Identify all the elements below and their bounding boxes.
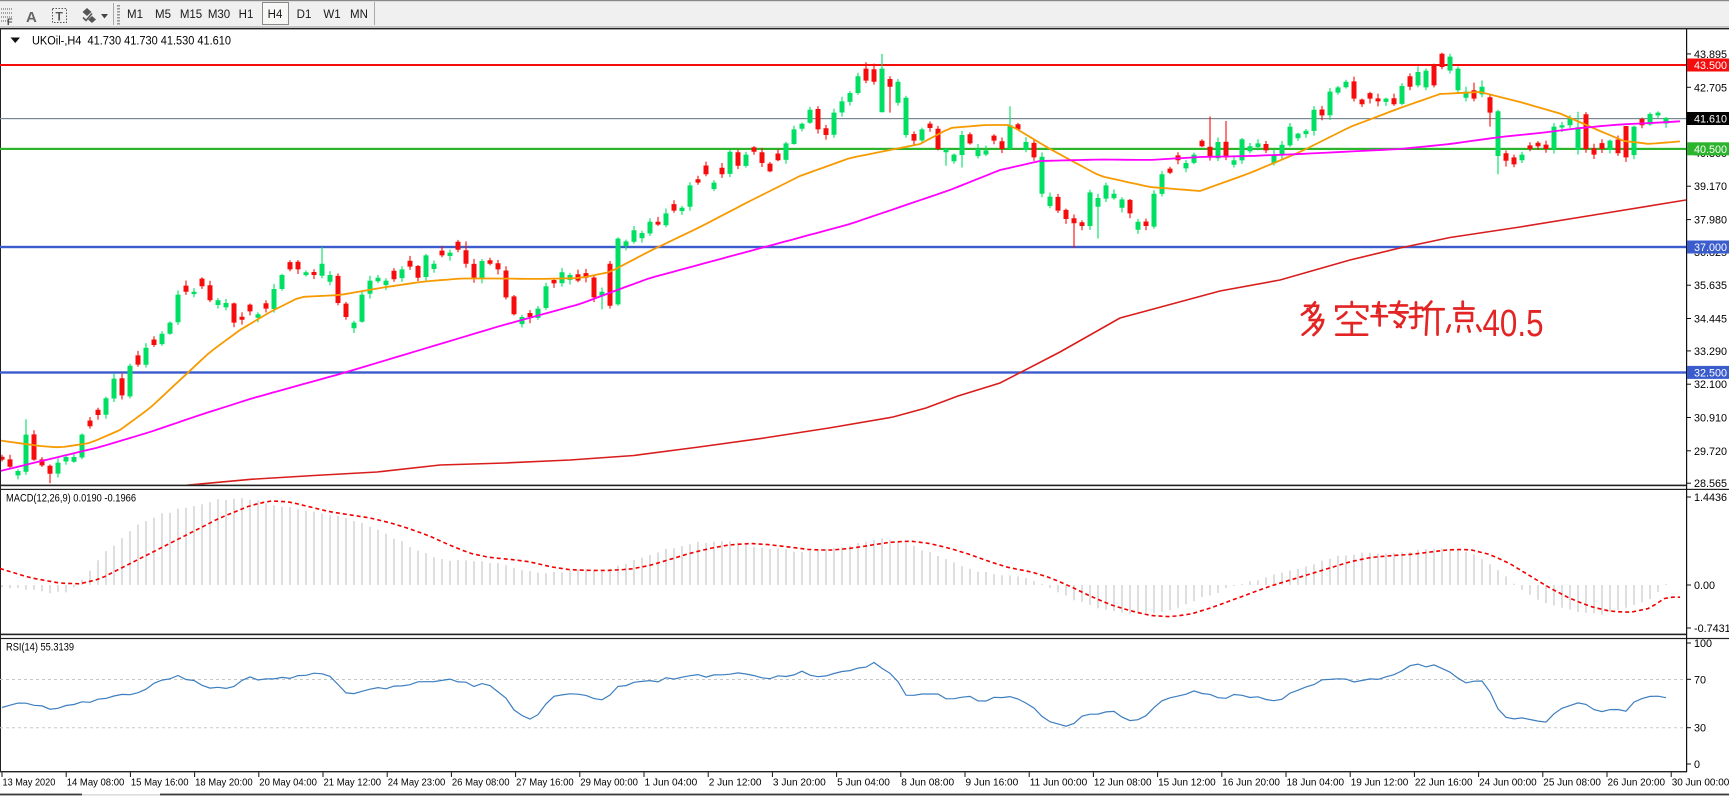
svg-text:24 May 23:00: 24 May 23:00: [388, 777, 446, 789]
svg-text:30: 30: [1694, 723, 1706, 735]
svg-text:M5: M5: [155, 9, 171, 21]
svg-text:16 Jun 20:00: 16 Jun 20:00: [1222, 777, 1280, 789]
svg-text:70: 70: [1694, 674, 1706, 686]
svg-text:H4: H4: [268, 9, 283, 21]
svg-text:0.00: 0.00: [1694, 580, 1715, 592]
svg-text:28.565: 28.565: [1694, 478, 1727, 490]
svg-text:33.290: 33.290: [1694, 346, 1727, 358]
svg-text:20 May 04:00: 20 May 04:00: [259, 777, 317, 789]
svg-text:9 Jun 16:00: 9 Jun 16:00: [966, 777, 1019, 789]
svg-text:12 Jun 08:00: 12 Jun 08:00: [1094, 777, 1152, 789]
svg-text:26 Jun 20:00: 26 Jun 20:00: [1608, 777, 1666, 789]
svg-text:100: 100: [1694, 638, 1712, 650]
svg-text:29.720: 29.720: [1694, 446, 1727, 458]
svg-text:39.170: 39.170: [1694, 181, 1727, 193]
svg-text:19 Jun 12:00: 19 Jun 12:00: [1351, 777, 1409, 789]
svg-text:26 May 08:00: 26 May 08:00: [452, 777, 510, 789]
svg-text:M1: M1: [127, 9, 143, 21]
svg-text:H1: H1: [239, 9, 254, 21]
svg-text:29 May 00:00: 29 May 00:00: [580, 777, 638, 789]
svg-text:UKOil-,H4 41.730 41.730 41.53: UKOil-,H4 41.730 41.730 41.530 41.610: [32, 36, 231, 48]
svg-text:40.500: 40.500: [1694, 144, 1727, 156]
svg-text:37.000: 37.000: [1694, 242, 1727, 254]
svg-text:22 Jun 16:00: 22 Jun 16:00: [1415, 777, 1473, 789]
svg-text:18 May 20:00: 18 May 20:00: [195, 777, 253, 789]
svg-text:32.100: 32.100: [1694, 379, 1727, 391]
svg-text:27 May 16:00: 27 May 16:00: [516, 777, 574, 789]
svg-text:15 May 16:00: 15 May 16:00: [131, 777, 189, 789]
svg-text:30 Jun 00:00: 30 Jun 00:00: [1672, 777, 1729, 789]
svg-text:24 Jun 00:00: 24 Jun 00:00: [1479, 777, 1537, 789]
svg-text:F: F: [7, 17, 13, 27]
svg-text:T: T: [56, 10, 64, 24]
svg-text:5 Jun 04:00: 5 Jun 04:00: [837, 777, 890, 789]
svg-text:RSI(14) 55.3139: RSI(14) 55.3139: [6, 642, 74, 654]
svg-text:14 May 08:00: 14 May 08:00: [67, 777, 125, 789]
svg-text:25 Jun 08:00: 25 Jun 08:00: [1543, 777, 1601, 789]
svg-text:41.610: 41.610: [1694, 114, 1727, 126]
svg-text:D1: D1: [297, 9, 312, 21]
svg-text:43.895: 43.895: [1694, 49, 1727, 61]
svg-text:37.980: 37.980: [1694, 215, 1727, 227]
svg-text:3 Jun 20:00: 3 Jun 20:00: [773, 777, 826, 789]
svg-text:21 May 12:00: 21 May 12:00: [324, 777, 382, 789]
svg-text:13 May 2020: 13 May 2020: [3, 777, 56, 789]
svg-text:1.4436: 1.4436: [1694, 492, 1727, 504]
svg-text:15 Jun 12:00: 15 Jun 12:00: [1158, 777, 1216, 789]
svg-text:32.500: 32.500: [1694, 367, 1727, 379]
svg-text:1 Jun 04:00: 1 Jun 04:00: [645, 777, 698, 789]
svg-text:11 Jun 00:00: 11 Jun 00:00: [1030, 777, 1088, 789]
svg-text:35.635: 35.635: [1694, 280, 1727, 292]
svg-text:MN: MN: [350, 9, 368, 21]
svg-text:34.445: 34.445: [1694, 314, 1727, 326]
svg-text:A: A: [26, 9, 37, 26]
svg-text:M15: M15: [180, 9, 202, 21]
svg-text:MACD(12,26,9) 0.0190 -0.1966: MACD(12,26,9) 0.0190 -0.1966: [6, 493, 136, 505]
svg-text:8 Jun 08:00: 8 Jun 08:00: [901, 777, 954, 789]
svg-text:2 Jun 12:00: 2 Jun 12:00: [709, 777, 762, 789]
svg-text:-0.7431: -0.7431: [1694, 623, 1729, 635]
svg-text:18 Jun 04:00: 18 Jun 04:00: [1287, 777, 1345, 789]
svg-text:0: 0: [1694, 759, 1700, 771]
svg-text:43.500: 43.500: [1694, 60, 1727, 72]
svg-text:W1: W1: [323, 9, 340, 21]
svg-text:M30: M30: [208, 9, 230, 21]
svg-text:30.910: 30.910: [1694, 413, 1727, 425]
svg-text:42.705: 42.705: [1694, 82, 1727, 94]
svg-text:40.5: 40.5: [1483, 303, 1544, 345]
